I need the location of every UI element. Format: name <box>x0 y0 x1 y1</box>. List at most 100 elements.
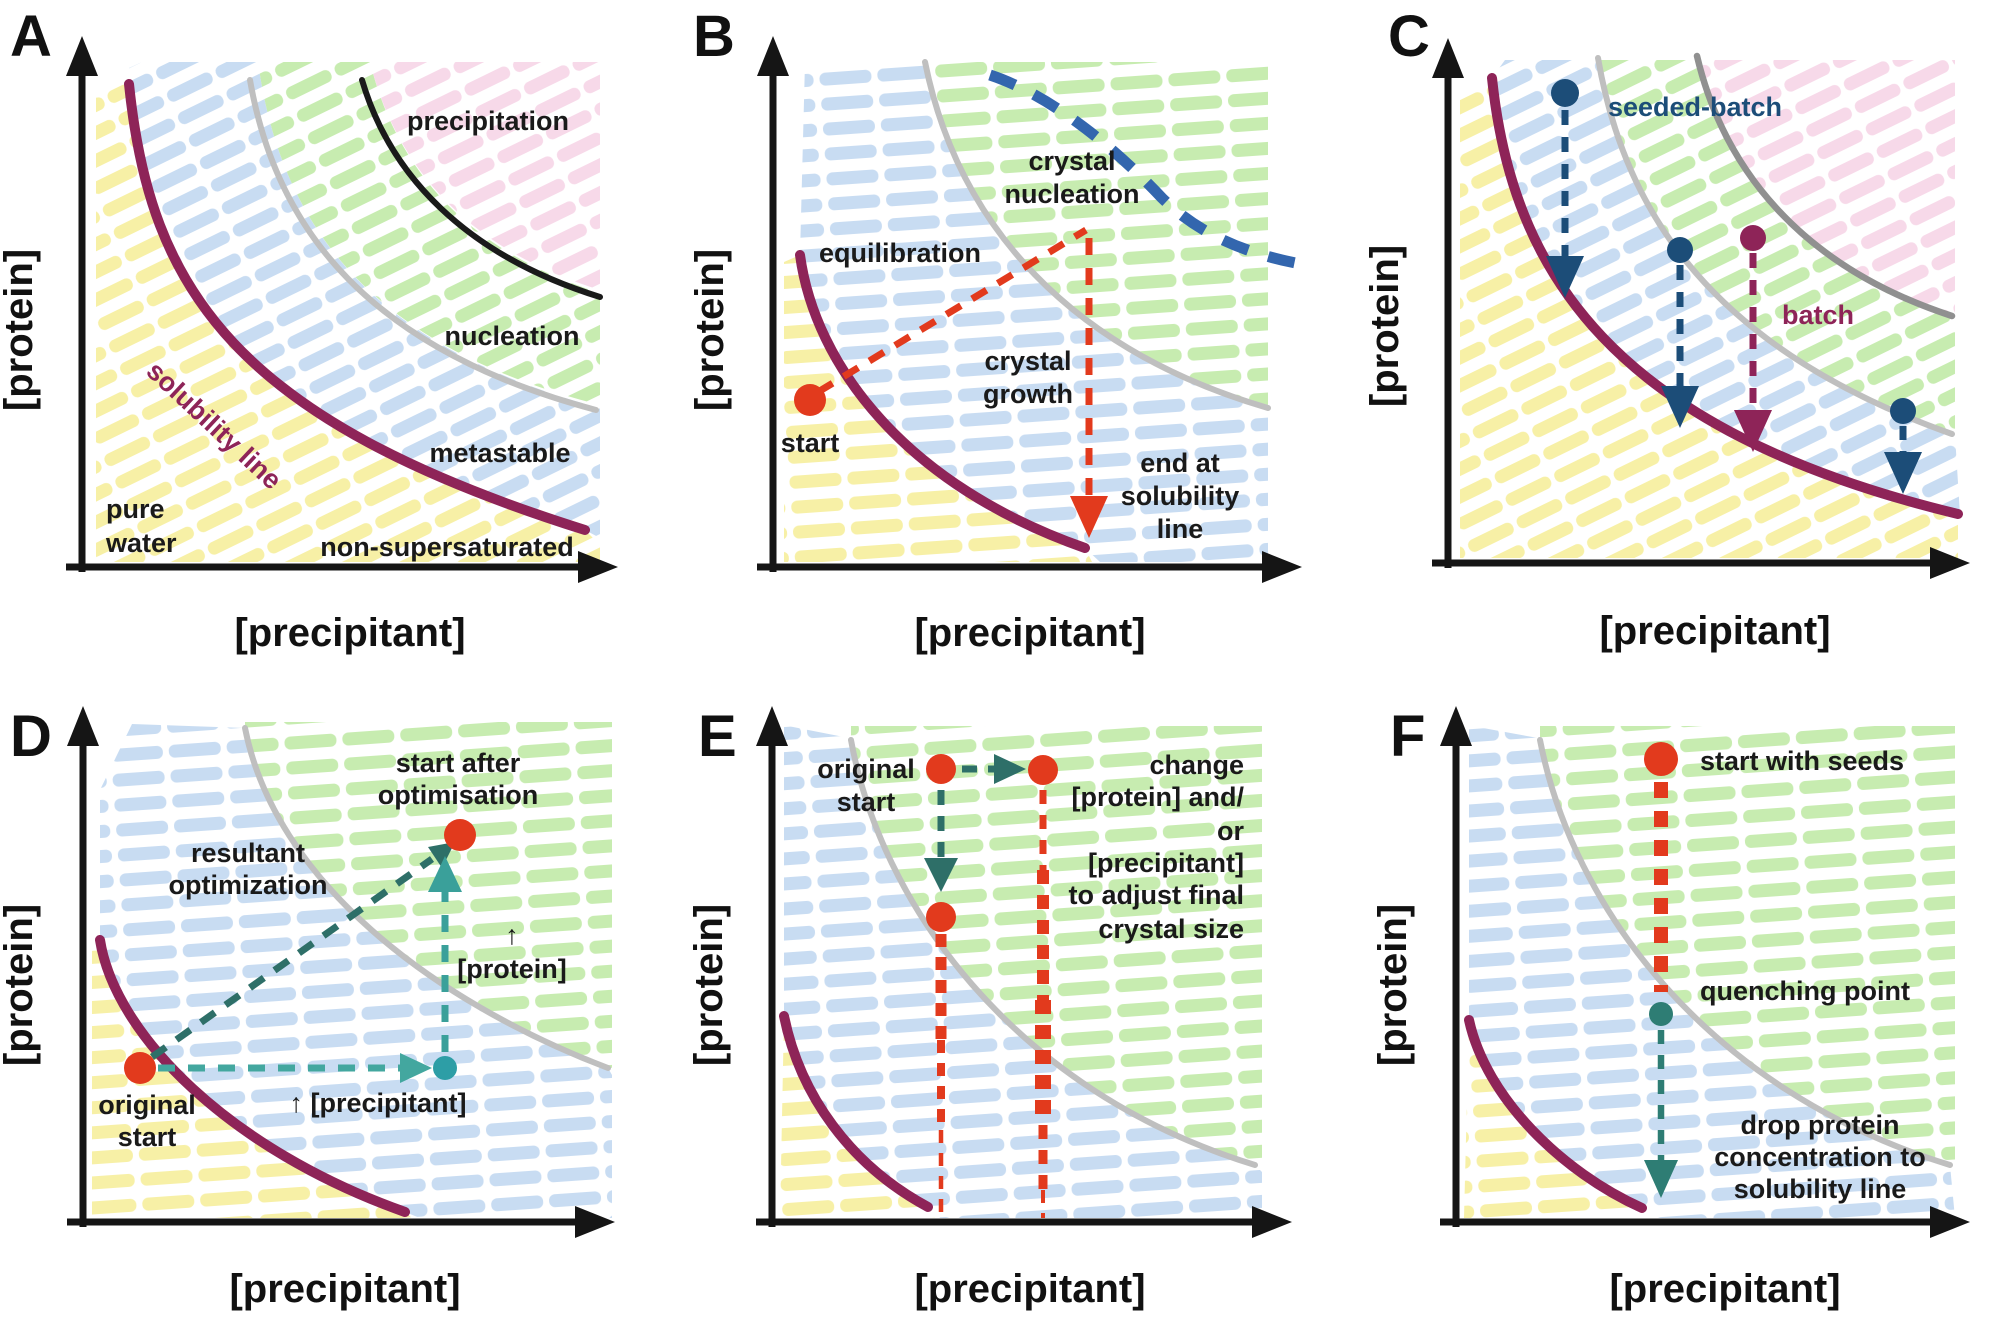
region-blue <box>1469 726 1955 1218</box>
label-up-arrow: ↑ <box>505 920 519 950</box>
label-precipitation: precipitation <box>407 106 569 136</box>
label-drop-1: drop protein <box>1741 1110 1900 1140</box>
label-crystal-growth-2: growth <box>983 379 1073 409</box>
region-precipitation <box>370 62 600 290</box>
y-axis-arrowhead <box>756 706 788 746</box>
end-arrowhead <box>1070 496 1108 538</box>
y-axis-arrowhead <box>757 36 789 76</box>
panel-letter: E <box>698 704 737 769</box>
region-yellow <box>1460 78 1958 558</box>
region-yellow <box>780 1016 935 1218</box>
quenching-point-dot <box>1649 1002 1673 1026</box>
label-pure-water-2: water <box>105 528 177 558</box>
label-note-1: change <box>1149 750 1244 780</box>
label-resultant-1: resultant <box>191 838 305 868</box>
seeded-batch-dot-2 <box>1667 237 1693 263</box>
panel-letter: C <box>1388 4 1430 69</box>
drop-protein-arrowhead <box>924 858 958 892</box>
label-note-6: crystal size <box>1098 914 1244 944</box>
y-axis-arrowhead <box>67 706 99 746</box>
solubility-line-curve <box>1487 73 1963 519</box>
region-pink <box>1697 58 1955 315</box>
region-green <box>851 726 1262 1165</box>
increase-protein-arrowhead <box>428 856 462 892</box>
start-with-seeds-point <box>1644 742 1678 776</box>
label-start-after-1: start after <box>396 748 521 778</box>
label-original-1: original <box>817 754 915 784</box>
x-axis-label: [precipitant] <box>1599 609 1830 653</box>
y-axis-label: [protein] <box>1371 904 1415 1066</box>
equilibration-path <box>816 227 1088 395</box>
panel-letter: A <box>10 4 52 69</box>
region-yellow <box>92 940 412 1218</box>
region-green <box>925 62 1268 405</box>
x-axis-label: [precipitant] <box>914 611 1145 655</box>
panel-b: B [protein] [precipitant] equilibration … <box>688 4 1313 655</box>
label-note-4: [precipitant] <box>1088 848 1244 878</box>
panel-a: A [protein] [precipitant] precipitation … <box>0 4 618 655</box>
region-non-supersaturated <box>96 84 600 562</box>
label-equilibration: equilibration <box>819 238 981 268</box>
panel-c: C [protein] [precipitant] seeded-batch b… <box>1363 4 1970 653</box>
region-metastable <box>129 62 600 538</box>
seeded-batch-arrowhead-3 <box>1884 452 1922 494</box>
y-axis-label: [protein] <box>687 904 731 1066</box>
original-start-point <box>926 754 956 784</box>
label-crystal-growth-1: crystal <box>984 346 1071 376</box>
label-drop-3: solubility line <box>1734 1174 1907 1204</box>
region-green <box>1598 60 1955 432</box>
label-note-3: or <box>1217 816 1244 846</box>
label-end-3: line <box>1157 514 1204 544</box>
label-crystal-nucleation-2: nucleation <box>1004 179 1139 209</box>
panel-letter: B <box>693 4 735 69</box>
region-green <box>245 722 612 1068</box>
x-axis-arrowhead <box>1262 551 1302 583</box>
nucleation-boundary <box>922 59 1271 411</box>
diagonal-optimization-arrowhead <box>428 842 455 868</box>
label-end-2: solubility <box>1121 481 1240 511</box>
batch-arrowhead <box>1734 410 1772 452</box>
panel-letter: F <box>1390 704 1425 769</box>
solubility-line-curve <box>779 1011 933 1212</box>
panel-f: F [protein] [precipitant] start with see… <box>1371 704 1970 1311</box>
intermediate-point <box>433 1056 457 1080</box>
region-nucleation <box>258 62 600 405</box>
dropped-point <box>926 902 956 932</box>
precipitation-boundary <box>1693 52 1956 320</box>
x-axis-arrowhead <box>1252 1206 1292 1238</box>
region-blue <box>1492 60 1960 515</box>
x-axis-arrowhead <box>578 551 618 583</box>
region-blue <box>784 726 1262 1218</box>
label-non-supersaturated: non-supersaturated <box>320 532 574 562</box>
label-original-2: start <box>837 787 896 817</box>
shifted-start-point <box>1028 755 1058 785</box>
seeded-batch-dot-1 <box>1551 79 1579 107</box>
label-note-2: [protein] and/ <box>1072 782 1245 812</box>
y-axis-arrowhead <box>66 36 98 76</box>
solubility-line-curve <box>124 79 590 535</box>
nucleation-boundary <box>242 725 611 1071</box>
y-axis-label: [protein] <box>688 249 732 411</box>
increase-precipitant-arrowhead <box>400 1053 432 1083</box>
panel-d: D [protein] [precipitant] start after op… <box>0 704 615 1311</box>
label-seeded-batch: seeded-batch <box>1608 92 1782 122</box>
panel-e: E [protein] [precipitant] original start… <box>687 704 1292 1311</box>
x-axis-label: [precipitant] <box>1609 1267 1840 1311</box>
region-blue <box>800 62 1268 562</box>
solubility-line-curve <box>795 250 1090 553</box>
y-axis-arrowhead <box>1432 38 1464 78</box>
region-green <box>1540 726 1955 1165</box>
optimised-start-point <box>444 819 476 851</box>
label-pure-water-1: pure <box>106 494 165 524</box>
y-axis-label: [protein] <box>0 249 41 411</box>
diagonal-optimization-arrow-line <box>149 856 435 1060</box>
label-up-precipitant: ↑ [precipitant] <box>289 1088 466 1118</box>
x-axis-arrowhead <box>575 1206 615 1238</box>
start-point <box>794 384 826 416</box>
seeded-batch-dot-3 <box>1890 398 1916 424</box>
batch-dot <box>1740 225 1766 251</box>
label-metastable: metastable <box>429 438 570 468</box>
metastable-nucleation-boundary <box>247 77 599 413</box>
label-start-with-seeds: start with seeds <box>1700 746 1904 776</box>
